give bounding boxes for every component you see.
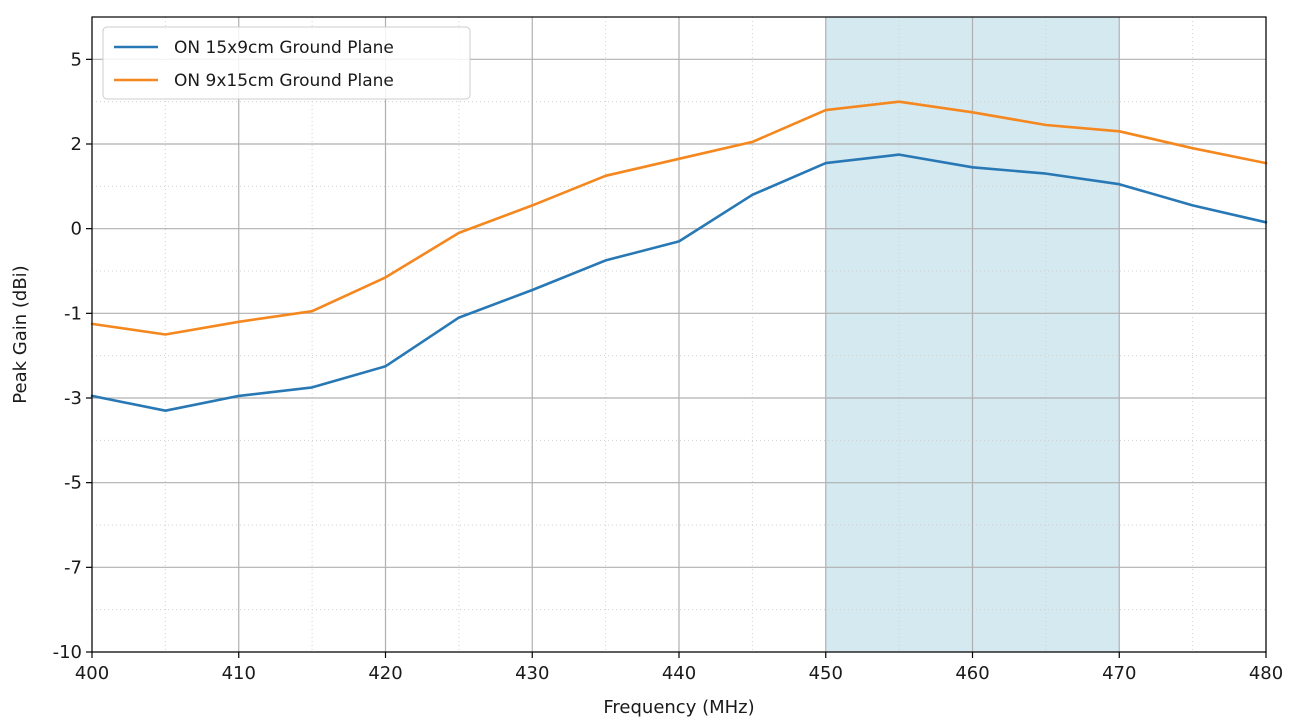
series-layer bbox=[90, 100, 1268, 413]
y-tick-label: 2 bbox=[71, 134, 82, 155]
x-tick-label: 430 bbox=[515, 663, 549, 684]
x-axis-label: Frequency (MHz) bbox=[603, 697, 754, 718]
legend: ON 15x9cm Ground Plane ON 9x15cm Ground … bbox=[102, 26, 471, 100]
y-tick-label: 5 bbox=[71, 49, 82, 70]
y-tick-label: 0 bbox=[71, 219, 82, 240]
x-tick-label: 460 bbox=[955, 663, 989, 684]
x-tick-label: 420 bbox=[368, 663, 402, 684]
legend-box bbox=[102, 26, 471, 100]
y-tick-label: -7 bbox=[64, 557, 82, 578]
series-line-0 bbox=[90, 153, 1268, 413]
x-tick-label: 450 bbox=[809, 663, 843, 684]
y-tick-label: -5 bbox=[64, 473, 82, 494]
x-tick-label: 480 bbox=[1249, 663, 1283, 684]
y-tick-label: -3 bbox=[64, 388, 82, 409]
x-tick-label: 440 bbox=[662, 663, 696, 684]
legend-label-series-1: ON 9x15cm Ground Plane bbox=[174, 71, 394, 91]
x-tick-label: 410 bbox=[222, 663, 256, 684]
y-axis-label: Peak Gain (dBi) bbox=[10, 265, 31, 403]
y-tick-label: -1 bbox=[64, 303, 82, 324]
tick-layer: 400 410 420 430 440 450 460 470 480-10-7-5-3-102… bbox=[53, 49, 1284, 684]
legend-label-series-0: ON 15x9cm Ground Plane bbox=[174, 38, 394, 58]
series-line-1 bbox=[90, 100, 1268, 336]
x-tick-label: 400 bbox=[75, 663, 109, 684]
y-tick-label: -10 bbox=[53, 642, 82, 663]
x-tick-label: 470 bbox=[1102, 663, 1136, 684]
